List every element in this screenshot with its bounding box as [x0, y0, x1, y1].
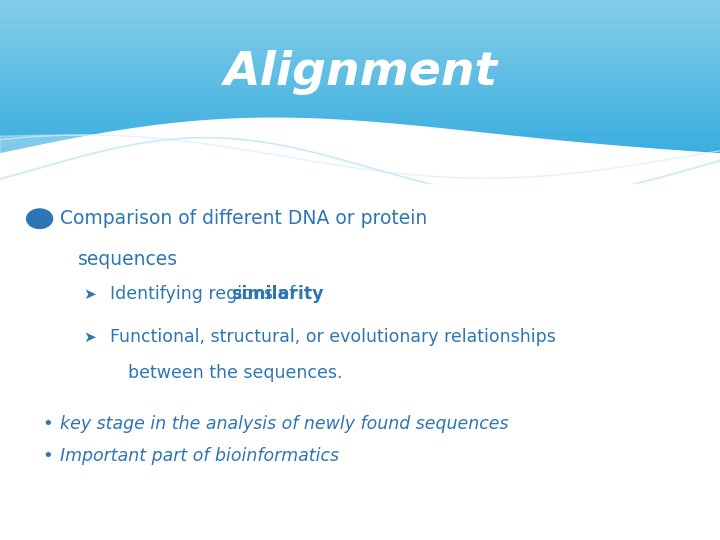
Text: sequences: sequences: [78, 249, 178, 269]
Text: Comparison of different DNA or protein: Comparison of different DNA or protein: [60, 209, 427, 228]
Text: key stage in the analysis of newly found sequences: key stage in the analysis of newly found…: [60, 415, 508, 433]
Text: •: •: [42, 447, 53, 465]
Circle shape: [27, 209, 53, 228]
Text: Functional, structural, or evolutionary relationships: Functional, structural, or evolutionary …: [110, 328, 556, 347]
Text: Important part of bioinformatics: Important part of bioinformatics: [60, 447, 339, 465]
Text: between the sequences.: between the sequences.: [128, 363, 343, 382]
Text: Alignment: Alignment: [223, 50, 497, 96]
Text: ➤: ➤: [83, 287, 96, 302]
Text: similarity: similarity: [231, 285, 323, 303]
Text: Identifying regions of: Identifying regions of: [110, 285, 301, 303]
Text: •: •: [42, 415, 53, 433]
Text: ➤: ➤: [83, 330, 96, 345]
